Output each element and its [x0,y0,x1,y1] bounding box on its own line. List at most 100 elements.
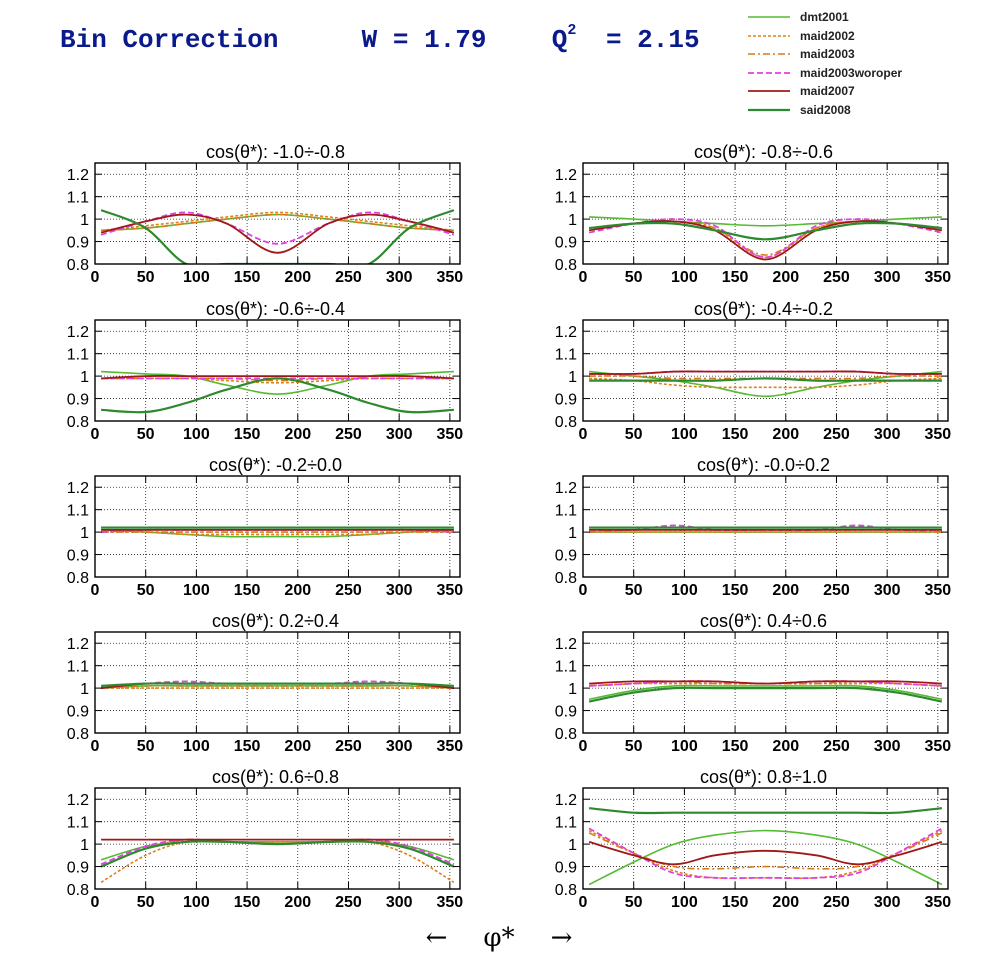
x-tick-label: 100 [183,269,210,286]
plot-frame [582,475,949,578]
y-tick-label: 0.9 [555,704,577,721]
x-tick-label: 350 [437,894,464,911]
y-tick-label: 1.2 [555,324,577,341]
plot-frame [94,162,461,265]
title-main: Bin Correction [60,25,279,55]
x-tick-label: 0 [91,426,100,443]
panel-title: cos(θ*): -0.0÷0.2 [697,455,830,475]
y-tick-label: 1 [80,525,89,542]
x-tick-label: 100 [183,894,210,911]
series-line-dmt2001 [589,216,942,227]
x-tick-label: 350 [925,426,952,443]
series-line-maid2002 [588,829,943,880]
x-tick-label: 50 [625,738,643,755]
series-line-maid2007 [589,680,942,685]
legend-item-dmt2001: dmt2001 [748,8,988,27]
x-tick-label: 0 [91,894,100,911]
x-axis-symbol: φ* [483,923,515,953]
x-tick-label: 0 [579,426,588,443]
y-tick-label: 1 [568,837,577,854]
title-q: Q [551,25,568,55]
series-line-maid2002 [100,840,455,883]
x-tick-label: 100 [183,738,210,755]
y-tick-label: 1.1 [555,347,577,364]
x-tick-label: 0 [91,738,100,755]
series-group [101,370,454,414]
x-tick-label: 350 [925,738,952,755]
grid [582,320,948,422]
series-line-dmt2001 [588,829,943,886]
x-tick-label: 150 [234,894,261,911]
title-w: W = 1.79 [361,25,487,55]
x-tick-label: 250 [823,269,850,286]
x-tick-label: 350 [437,582,464,599]
y-tick-label: 0.9 [555,548,577,565]
legend-label: maid2003 [800,47,855,62]
x-tick-label: 150 [722,894,749,911]
panel-title: cos(θ*): 0.4÷0.6 [700,611,827,631]
legend-label: maid2007 [800,84,855,99]
grid [582,788,948,890]
plot-frame [94,475,461,578]
y-tick-label: 1 [80,369,89,386]
series-line-maid2007 [589,370,942,375]
panel-title: cos(θ*): 0.2÷0.4 [212,611,339,631]
panel-title: cos(θ*): 0.8÷1.0 [700,767,827,787]
y-tick-label: 1.1 [67,347,89,364]
y-tick-label: 0.9 [67,392,89,409]
x-tick-label: 0 [579,894,588,911]
plot-frame [582,319,949,422]
series-line-said2008 [101,377,454,414]
legend-item-maid2003: maid2003 [748,45,988,64]
panel-title: cos(θ*): -0.6÷-0.4 [206,299,345,319]
x-tick-label: 150 [234,582,261,599]
y-tick-label: 1 [568,681,577,698]
x-tick-label: 50 [625,582,643,599]
y-tick-label: 0.8 [67,882,89,899]
y-tick-label: 1.1 [555,815,577,832]
series-group [588,807,943,886]
panel-title: cos(θ*): -0.8÷-0.6 [694,142,833,162]
x-tick-label: 50 [137,426,155,443]
y-tick-label: 1.2 [67,636,89,653]
series-line-maid2002 [589,377,942,389]
x-tick-label: 0 [91,269,100,286]
y-tick-label: 1.2 [555,480,577,497]
y-tick-label: 1 [568,212,577,229]
y-tick-label: 1.1 [67,815,89,832]
series-line-maid2007 [100,213,455,254]
plot-frame [94,631,461,734]
series-line-maid2007 [588,841,943,866]
x-tick-label: 250 [335,426,362,443]
plot-frame [94,787,461,890]
y-tick-label: 1 [568,369,577,386]
series-line-maid2003woroper [588,218,943,259]
chart-panel-1: 0.8 0.9 1 1.1 1.2 0 50 100 150 200 250 300 350 cos(θ*… [67,142,464,286]
y-tick-label: 1.2 [67,480,89,497]
x-tick-label: 50 [137,894,155,911]
series-line-maid2002 [101,211,454,232]
x-tick-label: 300 [874,582,901,599]
series-line-said2008 [588,807,943,815]
x-tick-label: 0 [579,738,588,755]
legend: dmt2001 maid2002 maid2003 maid2003woroper ma… [748,8,988,119]
series-line-maid2003 [101,684,454,689]
x-tick-label: 100 [671,582,698,599]
y-tick-label: 1.2 [67,324,89,341]
series-group [101,526,454,538]
x-tick-label: 100 [671,269,698,286]
y-tick-label: 0.9 [555,235,577,252]
y-tick-label: 0.8 [67,414,89,431]
y-tick-label: 1.2 [555,167,577,184]
y-tick-label: 1 [568,525,577,542]
grid [94,788,460,890]
plot-frame [94,319,461,422]
x-tick-label: 350 [437,738,464,755]
x-tick-label: 350 [437,426,464,443]
y-tick-label: 0.8 [555,414,577,431]
grid [94,320,460,422]
y-tick-label: 0.9 [555,860,577,877]
y-tick-label: 0.8 [555,882,577,899]
legend-item-maid2007: maid2007 [748,82,988,101]
